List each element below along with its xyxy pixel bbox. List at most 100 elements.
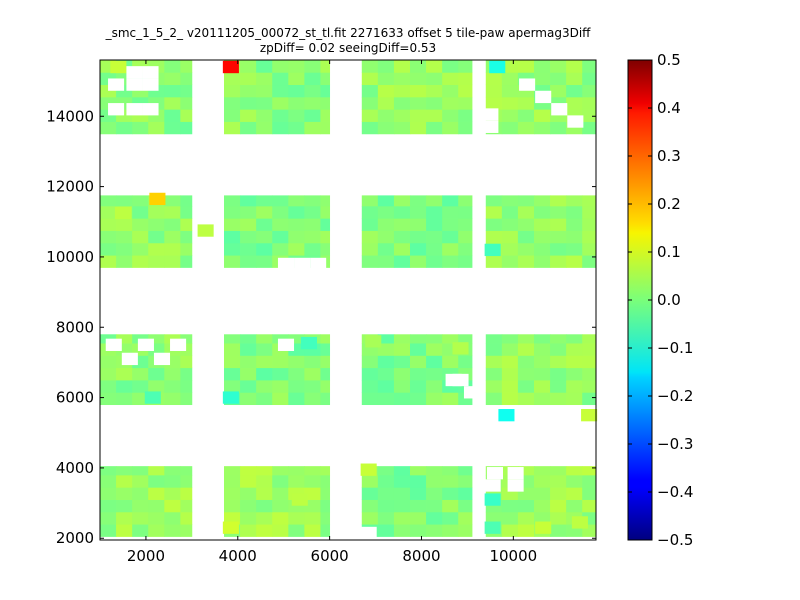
heatmap-cell (164, 121, 181, 135)
heatmap-cell (304, 84, 321, 98)
heatmap-empty-cell (360, 526, 377, 540)
heatmap-cell (501, 60, 519, 73)
heatmap-cell (534, 355, 551, 369)
y-tick-label: 8000 (56, 318, 94, 336)
heatmap-cell (240, 96, 257, 110)
heatmap-cell (288, 466, 305, 476)
heatmap-cell (180, 218, 193, 231)
heatmap-cell (377, 242, 395, 256)
heatmap-cell (377, 343, 395, 356)
heatmap-cell (304, 367, 321, 381)
heatmap-cell (566, 60, 583, 73)
heatmap-cell (458, 355, 473, 369)
heatmap-cell (458, 195, 473, 207)
heatmap-cell (148, 524, 165, 537)
heatmap-cell (116, 466, 133, 476)
heatmap-cell (240, 255, 257, 268)
heatmap-cell (566, 367, 583, 381)
heatmap-cell (116, 499, 133, 513)
heatmap-cell (426, 487, 443, 500)
heatmap-cell (485, 380, 503, 393)
heatmap-cell (320, 205, 331, 219)
heatmap-cell (377, 218, 395, 231)
heatmap-cell (517, 242, 535, 256)
heatmap-cell (320, 60, 331, 73)
heatmap-cells (100, 60, 598, 537)
heatmap-cell (517, 392, 535, 406)
heatmap-cell (132, 205, 149, 219)
heatmap-cell (426, 84, 443, 98)
heatmap-cell (164, 195, 181, 207)
heatmap-cell (442, 511, 459, 525)
heatmap-cell (377, 392, 395, 406)
heatmap-cell (272, 84, 289, 98)
heatmap-cell (132, 524, 149, 537)
heatmap-cell (582, 255, 597, 268)
heatmap-cell (304, 474, 321, 488)
heatmap-cell (240, 355, 257, 369)
heatmap-cell (534, 334, 551, 344)
heatmap-cell (550, 380, 567, 393)
heatmap-cell (582, 474, 597, 488)
heatmap-cell (304, 109, 321, 122)
heatmap-cell (377, 96, 395, 110)
heatmap-cell (377, 474, 395, 488)
heatmap-cell (256, 195, 273, 207)
heatmap-cell-highlight (300, 336, 317, 350)
heatmap-cell (458, 230, 473, 244)
heatmap-cell (582, 380, 597, 393)
heatmap-cell (550, 230, 567, 244)
heatmap-cell (148, 380, 165, 393)
heatmap-cell (320, 524, 331, 537)
colorbar-tick-label: −0.5 (657, 531, 693, 549)
heatmap-cell-highlight (144, 391, 161, 404)
heatmap-cell (116, 242, 133, 256)
heatmap-cell (288, 524, 305, 537)
heatmap-cell (458, 60, 473, 73)
heatmap-cell (393, 195, 411, 207)
heatmap-cell (426, 121, 443, 135)
y-tick-label: 4000 (56, 459, 94, 477)
heatmap-cell (410, 205, 427, 219)
heatmap-cell (534, 499, 551, 513)
heatmap-cell (582, 499, 597, 513)
heatmap-cell (164, 392, 181, 406)
heatmap-empty-cell (567, 115, 584, 128)
heatmap-cell (164, 466, 181, 476)
heatmap-cell (410, 343, 427, 356)
heatmap-cell (501, 343, 519, 356)
heatmap-cell (582, 242, 597, 256)
heatmap-cell (501, 121, 519, 135)
heatmap-cell (410, 334, 427, 344)
heatmap-cell (426, 511, 443, 525)
heatmap-empty-cell (551, 103, 568, 116)
heatmap-cell (550, 392, 567, 406)
heatmap-cell (566, 380, 583, 393)
heatmap-cell (582, 334, 597, 344)
heatmap-cell (256, 380, 273, 393)
heatmap-cell (304, 380, 321, 393)
heatmap-cell (240, 334, 257, 344)
heatmap-cell (148, 205, 165, 219)
heatmap-cell (566, 343, 583, 356)
heatmap-cell (377, 511, 395, 525)
heatmap-cell (320, 487, 331, 500)
heatmap-cell-highlight (484, 521, 501, 534)
heatmap-cell (288, 60, 305, 73)
heatmap-cell (240, 487, 257, 500)
heatmap-cell (442, 487, 459, 500)
heatmap-cell (361, 474, 379, 488)
heatmap-cell (566, 230, 583, 244)
heatmap-cell (320, 355, 331, 369)
heatmap-cell (180, 524, 193, 537)
heatmap-cell (164, 72, 181, 86)
heatmap-cell (485, 367, 503, 381)
heatmap-cell (566, 474, 583, 488)
y-axis: 2000 4000 6000 8000 10000 12000 14000 (46, 107, 596, 547)
heatmap-cell (442, 195, 459, 207)
colorbar-tick-label: −0.4 (657, 483, 693, 501)
heatmap-cell (224, 487, 241, 500)
heatmap-cell (550, 334, 567, 344)
heatmap-cell (426, 230, 443, 244)
heatmap-cell (377, 380, 395, 393)
